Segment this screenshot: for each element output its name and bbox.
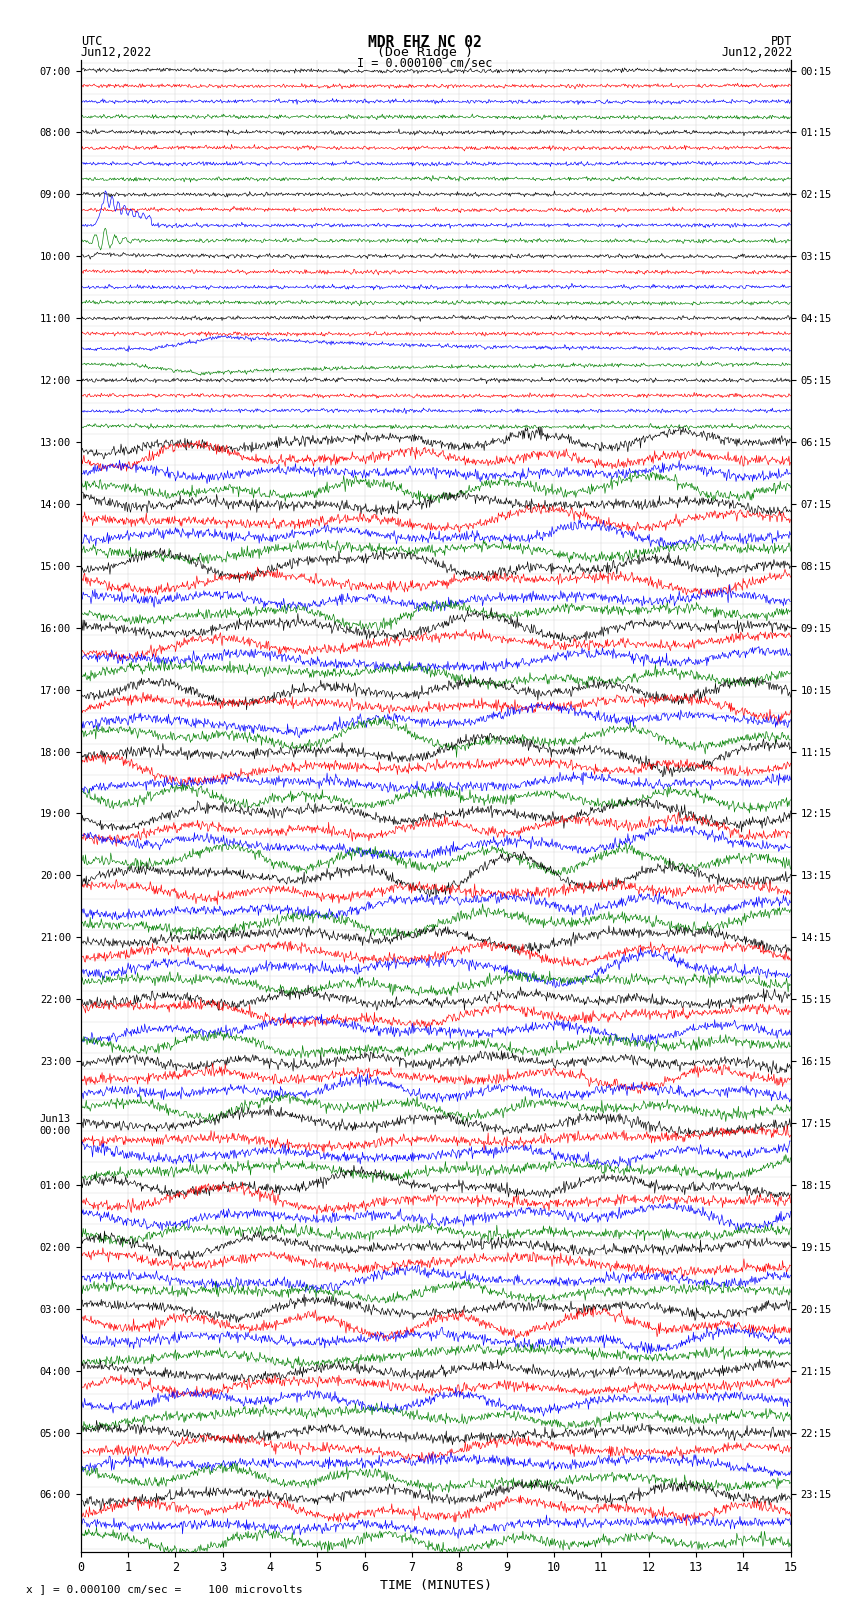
Text: (Doe Ridge ): (Doe Ridge ) xyxy=(377,45,473,60)
Text: MDR EHZ NC 02: MDR EHZ NC 02 xyxy=(368,35,482,50)
Text: Jun12,2022: Jun12,2022 xyxy=(721,45,792,60)
Text: Jun12,2022: Jun12,2022 xyxy=(81,45,152,60)
Text: PDT: PDT xyxy=(771,35,792,48)
Text: UTC: UTC xyxy=(81,35,102,48)
Text: I = 0.000100 cm/sec: I = 0.000100 cm/sec xyxy=(357,56,493,69)
X-axis label: TIME (MINUTES): TIME (MINUTES) xyxy=(380,1579,491,1592)
Text: x ] = 0.000100 cm/sec =    100 microvolts: x ] = 0.000100 cm/sec = 100 microvolts xyxy=(26,1584,303,1594)
